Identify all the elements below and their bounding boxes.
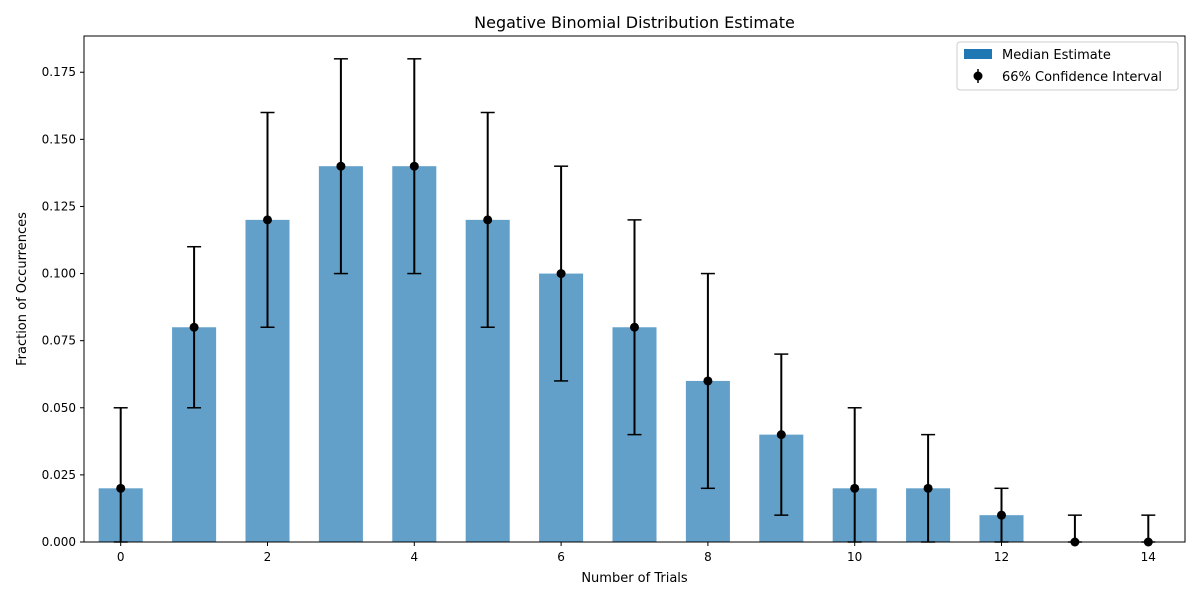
x-tick-label-0: 0	[117, 550, 125, 564]
point-6	[556, 269, 566, 279]
x-tick-label-6: 6	[557, 550, 565, 564]
y-axis-label: Fraction of Occurrences	[15, 212, 30, 366]
point-7	[630, 322, 639, 332]
x-tick-label-8: 8	[704, 550, 712, 564]
legend-bar-swatch	[964, 49, 992, 59]
y-tick-label-3: 0.075	[42, 334, 76, 348]
y-tick-label-2: 0.050	[42, 401, 76, 415]
point-0	[116, 483, 126, 493]
errorbars-layer	[113, 58, 1156, 547]
point-10	[850, 483, 860, 493]
y-tick-label-6: 0.150	[42, 132, 76, 146]
y-tick-label-1: 0.025	[42, 468, 76, 482]
x-tick-label-4: 4	[410, 550, 418, 564]
x-tick-label-2: 2	[264, 550, 272, 564]
y-ticks: 0.000 0.025 0.050 0.075 0.100 0.125 0.150 0.175	[42, 65, 84, 549]
y-tick-label-0: 0.000	[42, 535, 76, 549]
point-2	[263, 215, 272, 225]
x-tick-label-14: 14	[1141, 550, 1156, 564]
x-ticks: 0 2 4 6 8 10 12 14	[117, 542, 1156, 564]
point-5	[483, 215, 493, 225]
plot-frame	[83, 35, 1186, 543]
legend-box	[956, 41, 1179, 91]
x-tick-label-12: 12	[994, 550, 1009, 564]
x-axis-label: Number of Trials	[581, 571, 688, 586]
legend-label-ci: 66% Confidence Interval	[1002, 70, 1162, 85]
point-3	[336, 161, 346, 171]
y-tick-label-7: 0.175	[42, 65, 76, 79]
x-tick-label-10: 10	[847, 550, 862, 564]
point-12	[997, 510, 1006, 520]
point-11	[923, 483, 933, 493]
legend: Median Estimate 66% Confidence Interval	[956, 41, 1179, 91]
legend-errorbar-marker	[973, 71, 983, 81]
chart-title: Negative Binomial Distribution Estimate	[474, 13, 795, 32]
y-tick-label-5: 0.125	[42, 199, 76, 213]
point-8	[703, 376, 713, 386]
point-1	[189, 322, 199, 332]
y-tick-label-4: 0.100	[42, 267, 76, 281]
point-9	[776, 430, 786, 440]
point-4	[409, 161, 419, 171]
legend-label-median: Median Estimate	[1002, 48, 1111, 63]
